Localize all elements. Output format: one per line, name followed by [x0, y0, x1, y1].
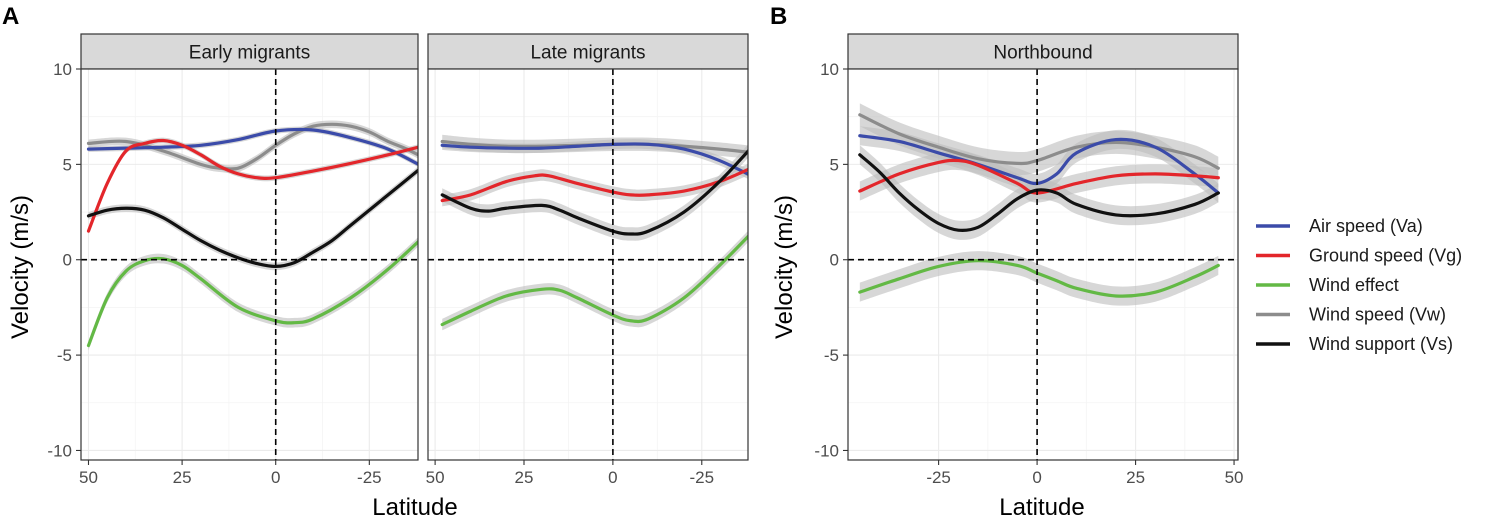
- legend-item-va: Air speed (Va): [1256, 216, 1423, 236]
- facet-strip: [427, 33, 749, 70]
- legend-label: Wind speed (Vw): [1309, 305, 1446, 325]
- y-tick-label: -5: [824, 346, 839, 365]
- legend-item-vg: Ground speed (Vg): [1256, 246, 1462, 266]
- series-group: [440, 134, 748, 331]
- x-tick-label: 50: [79, 468, 98, 487]
- plot-border: [427, 68, 749, 461]
- facet-strip: [847, 33, 1239, 70]
- legend-item-vw: Wind speed (Vw): [1256, 305, 1446, 325]
- series-line-we: [440, 234, 748, 327]
- x-tick-label: 25: [1126, 468, 1145, 487]
- series-line-vs: [440, 148, 748, 236]
- legend-item-vs: Wind support (Vs): [1256, 334, 1453, 354]
- facet-title: Late migrants: [530, 43, 645, 64]
- facet-strip: [80, 33, 419, 70]
- y-tick-label: 10: [53, 60, 72, 79]
- x-tick-label: 50: [426, 468, 445, 487]
- plot-area: [428, 69, 748, 460]
- x-tick-label: 25: [515, 468, 534, 487]
- x-tick-label: 0: [608, 468, 617, 487]
- x-tick-label: 0: [271, 468, 280, 487]
- plot-border: [847, 68, 1239, 461]
- y-tick-label: -10: [814, 441, 839, 460]
- series-line-va: [858, 134, 1220, 195]
- facet-title: Northbound: [993, 43, 1092, 64]
- x-tick-label: 0: [1032, 468, 1041, 487]
- x-tick-label: 25: [173, 468, 192, 487]
- legend-item-we: Wind effect: [1256, 275, 1399, 295]
- x-tick-label: -25: [926, 468, 951, 487]
- y-tick-label: 5: [830, 155, 839, 174]
- legend-label: Wind effect: [1309, 275, 1399, 295]
- confidence-band-va: [88, 126, 418, 168]
- facet-title: Early migrants: [189, 43, 310, 64]
- series-line-va: [86, 127, 418, 166]
- x-tick-label: 50: [1225, 468, 1244, 487]
- y-tick-label: 5: [63, 155, 72, 174]
- series-line-vg: [858, 158, 1220, 195]
- series-line-vg: [440, 167, 748, 203]
- x-tick-label: -25: [357, 468, 382, 487]
- x-tick-label: -25: [689, 468, 714, 487]
- y-tick-label: 10: [820, 60, 839, 79]
- confidence-band-vg: [442, 163, 748, 207]
- series-group: [86, 120, 418, 351]
- facet-late-migrants: Late migrants 50 25 0 -25: [426, 33, 749, 487]
- confidence-band-we: [88, 237, 418, 351]
- series-line-vw: [86, 122, 418, 171]
- figure-label-a: A: [2, 3, 19, 30]
- confidence-band-vs: [442, 144, 748, 241]
- x-axis-title-b: Latitude: [999, 494, 1084, 520]
- series-line-vg: [86, 138, 418, 233]
- y-axis-title-b: Velocity (m/s): [771, 195, 798, 339]
- y-tick-label: 0: [63, 251, 72, 270]
- confidence-band-vg: [859, 150, 1219, 203]
- series-line-we: [86, 239, 418, 348]
- plot-border: [80, 68, 419, 461]
- y-tick-label: -5: [57, 346, 72, 365]
- legend-label: Ground speed (Vg): [1309, 246, 1462, 266]
- y-axis-title-a: Velocity (m/s): [7, 195, 34, 339]
- series-line-vs: [858, 153, 1220, 232]
- y-tick-label: 0: [830, 251, 839, 270]
- legend: Air speed (Va) Ground speed (Vg) Wind effe…: [1256, 216, 1462, 354]
- legend-label: Wind support (Vs): [1309, 334, 1453, 354]
- series-line-vs: [86, 168, 418, 269]
- confidence-band-vw: [442, 134, 748, 159]
- series-line-we: [858, 259, 1220, 298]
- series-line-va: [440, 142, 748, 176]
- y-tick-label: -10: [47, 441, 72, 460]
- legend-label: Air speed (Va): [1309, 216, 1423, 236]
- x-axis-title-a: Latitude: [372, 494, 457, 520]
- series-group: [858, 103, 1220, 306]
- figure-label-b: B: [770, 3, 787, 30]
